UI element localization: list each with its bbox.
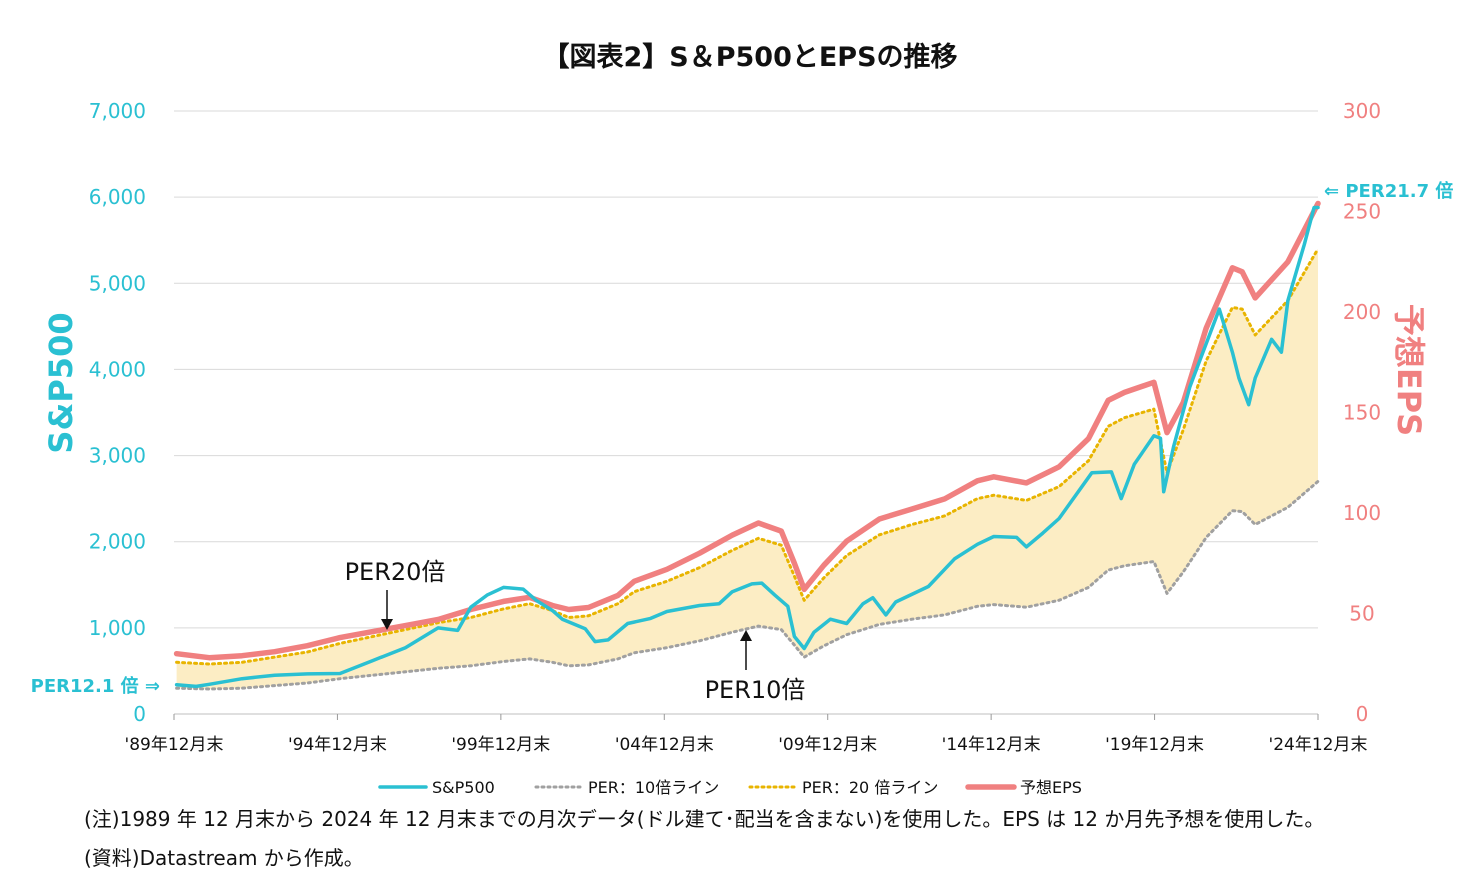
y-axis-left-label: S&P500 xyxy=(42,312,80,453)
y-right-tick-label: 0 xyxy=(1356,702,1369,726)
series-line-eps xyxy=(173,200,1321,661)
legend-label-sp500: S&P500 xyxy=(432,778,495,797)
chart-title: 【図表2】S＆P500とEPSの推移 xyxy=(542,42,957,73)
legend-label-per20: PER：20 倍ライン xyxy=(802,778,938,797)
annotation-per217: ⇐ PER21.7 倍 xyxy=(1324,180,1453,202)
series-line-sp500 xyxy=(174,205,1320,689)
footnote-source: (資料)Datastream から作成。 xyxy=(84,846,364,870)
legend: S&P500 PER：10倍ライン PER：20 倍ライン 予想EPS xyxy=(378,778,1082,797)
annotation-per10-arrowhead xyxy=(740,630,752,641)
y-left-tick-label: 4,000 xyxy=(89,357,146,381)
footnote-note: (注)1989 年 12 月末から 2024 年 12 月末までの月次データ(ド… xyxy=(84,807,1325,831)
y-left-tick-label: 7,000 xyxy=(89,99,146,123)
x-tick-label: '99年12月末 xyxy=(451,735,550,755)
legend-label-eps: 予想EPS xyxy=(1020,778,1082,797)
y-left-tick-label: 2,000 xyxy=(89,530,146,554)
grid-lines xyxy=(174,110,1318,629)
x-tick-label: '94年12月末 xyxy=(288,735,387,755)
per-band-fill xyxy=(176,248,1318,690)
y-right-tick-label: 200 xyxy=(1343,300,1381,324)
y-right-tick-label: 250 xyxy=(1343,200,1381,224)
y-left-tick-label: 0 xyxy=(133,702,146,726)
x-tick-label: '19年12月末 xyxy=(1105,735,1204,755)
y-right-tick-label: 100 xyxy=(1343,501,1381,525)
annotation-per12: PER12.1 倍 ⇒ xyxy=(31,675,160,697)
y-axis-right-label: 予想EPS xyxy=(1390,304,1428,436)
x-tick-label: '89年12月末 xyxy=(125,735,224,755)
y-left-tick-label: 5,000 xyxy=(89,271,146,295)
annotation-per20: PER20倍 xyxy=(345,558,446,586)
x-axis-ticks: '89年12月末 '94年12月末 '99年12月末 '04年12月末 '09年12月末… xyxy=(125,714,1368,755)
annotation-per20-arrowhead xyxy=(381,619,393,630)
series-line-per10 xyxy=(175,479,1320,691)
annotation-per10: PER10倍 xyxy=(705,676,806,704)
y-axis-left-ticks: 0 1,000 2,000 3,000 4,000 5,000 6,000 7,000 xyxy=(89,99,146,726)
x-tick-label: '04年12月末 xyxy=(615,735,714,755)
y-right-tick-label: 300 xyxy=(1343,99,1381,123)
y-right-tick-label: 150 xyxy=(1343,401,1381,425)
y-left-tick-label: 3,000 xyxy=(89,444,146,468)
x-tick-label: '24年12月末 xyxy=(1269,735,1368,755)
x-tick-label: '14年12月末 xyxy=(942,735,1041,755)
x-tick-label: '09年12月末 xyxy=(778,735,877,755)
y-left-tick-label: 1,000 xyxy=(89,616,146,640)
y-axis-right-ticks: 0 50 100 150 200 250 300 xyxy=(1343,99,1381,726)
series-lines xyxy=(173,200,1321,691)
y-right-tick-label: 50 xyxy=(1349,602,1374,626)
legend-label-per10: PER：10倍ライン xyxy=(588,778,719,797)
y-left-tick-label: 6,000 xyxy=(89,185,146,209)
